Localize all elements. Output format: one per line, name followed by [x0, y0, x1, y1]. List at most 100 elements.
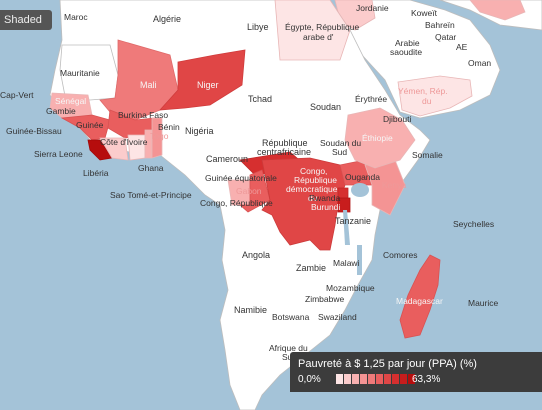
label-botswana: Botswana	[272, 312, 310, 322]
country-ethiopia[interactable]	[344, 107, 416, 169]
label-arabie: Arabie	[395, 38, 420, 48]
label-ouganda: Ouganda	[345, 172, 380, 182]
label-jordanie: Jordanie	[356, 3, 389, 13]
label-gambie: Gambie	[46, 106, 76, 116]
label-burkina: Burkina Faso	[118, 110, 169, 120]
label-erythree: Érythrée	[355, 94, 388, 104]
label-gabon: Gabon	[236, 186, 262, 196]
label-arabie2: saoudite	[390, 47, 423, 57]
label-guineebissau: Guinée-Bissau	[6, 126, 62, 136]
label-bahrein: Bahreïn	[425, 20, 455, 30]
label-tchad: Tchad	[248, 94, 273, 104]
label-somalie: Somalie	[412, 150, 443, 160]
country-benin[interactable]	[151, 117, 163, 159]
legend-swatch-5	[376, 374, 383, 384]
label-djibouti: Djibouti	[383, 114, 412, 124]
label-soudansud2: Sud	[332, 147, 348, 157]
label-maroc: Maroc	[64, 12, 88, 22]
label-rdc3: démocratique	[286, 184, 338, 194]
label-mozambique: Mozambique	[326, 283, 375, 293]
label-saotome: Sao Tomé-et-Principe	[110, 190, 192, 200]
country-cote-divoire[interactable]	[99, 137, 129, 161]
label-afriquesud2: Sud	[282, 352, 297, 362]
label-rca2: centrafricaine	[257, 147, 312, 157]
label-capvert: Cap-Vert	[0, 90, 34, 100]
label-ethiopie: Éthiopie	[362, 133, 393, 143]
legend-swatch-8	[400, 374, 407, 384]
legend-swatch-3	[360, 374, 367, 384]
legend-swatch-2	[352, 374, 359, 384]
legend-swatch-9	[408, 374, 415, 384]
label-ghana: Ghana	[138, 163, 164, 173]
country-madagascar[interactable]	[399, 254, 441, 339]
label-cameroun: Cameroun	[206, 154, 249, 164]
label-yemen2: du	[422, 96, 432, 106]
label-guinee: Guinée	[76, 120, 104, 130]
label-kenya: Kenya	[382, 180, 407, 190]
lake-malawi	[357, 245, 362, 275]
label-zambie: Zambie	[296, 263, 327, 273]
label-niger: Niger	[197, 80, 219, 90]
legend-swatch-4	[368, 374, 375, 384]
label-namibie: Namibie	[234, 305, 268, 315]
legend-swatch-0	[336, 374, 343, 384]
label-maurice: Maurice	[468, 298, 499, 308]
label-mali: Mali	[140, 80, 157, 90]
label-egypte: Égypte, République	[285, 22, 360, 32]
label-rdc4: du	[308, 193, 318, 203]
legend-swatch-7	[392, 374, 399, 384]
label-rdc1: Congo,	[300, 166, 328, 176]
legend-title: Pauvreté à $ 1,25 par jour (PPA) (%)	[298, 358, 477, 370]
label-congorep: Congo, République	[200, 198, 273, 208]
legend-min-label: 0,0%	[298, 374, 321, 385]
country-liberia[interactable]	[87, 139, 113, 161]
legend: Pauvreté à $ 1,25 par jour (PPA) (%) 0,0…	[290, 352, 542, 392]
label-liberia: Libéria	[83, 168, 109, 178]
label-guineeeq: Guinée équatoriale	[205, 173, 277, 183]
label-malawi: Malawi	[333, 258, 360, 268]
label-libye: Libye	[247, 22, 269, 32]
label-seychelles: Seychelles	[453, 219, 495, 229]
label-koweit: Koweït	[411, 8, 437, 18]
label-oman: Oman	[468, 58, 492, 68]
country-egypt[interactable]	[274, 0, 351, 61]
label-mauritanie: Mauritanie	[60, 68, 100, 78]
country-yemen[interactable]	[397, 75, 473, 117]
legend-swatch-1	[344, 374, 351, 384]
label-tanzanie: Tanzanie	[335, 216, 372, 226]
label-senegal: Sénégal	[55, 96, 87, 106]
label-qatar: Qatar	[435, 32, 457, 42]
label-rdc2: République	[294, 175, 338, 185]
country-burundi[interactable]	[337, 197, 351, 213]
label-ae: AE	[456, 42, 468, 52]
label-benin: Bénin	[158, 122, 180, 132]
label-angola: Angola	[242, 250, 271, 260]
legend-max-label: 63,3%	[412, 374, 441, 385]
label-afriquesud1: Afrique du	[269, 343, 308, 353]
label-sierraleone: Sierra Leone	[34, 149, 83, 159]
lake-victoria	[351, 183, 369, 197]
label-soudan: Soudan	[310, 102, 342, 112]
country-iraq[interactable]	[469, 0, 526, 21]
lake-tanganyika	[343, 210, 350, 245]
label-rwanda: Rwanda	[309, 193, 341, 203]
country-niger[interactable]	[159, 49, 246, 111]
label-zimbabwe: Zimbabwe	[305, 294, 345, 304]
label-rca1: République	[262, 138, 308, 148]
country-mauritania[interactable]	[59, 44, 119, 101]
label-cotedivoire: Côte d'Ivoire	[100, 137, 148, 147]
legend-swatch-6	[384, 374, 391, 384]
label-burundi: Burundi	[311, 202, 341, 212]
label-togo: Togo	[150, 131, 169, 141]
label-comores: Comores	[383, 250, 418, 260]
label-nigeria: Nigéria	[185, 126, 214, 136]
label-yemen: Yémen, Rép.	[398, 86, 448, 96]
label-egypte2: arabe d'	[303, 32, 334, 42]
label-madagascar: Madagascar	[396, 296, 443, 306]
shaded-toggle-button[interactable]: Shaded	[0, 10, 52, 30]
country-congo-republic[interactable]	[238, 169, 271, 213]
label-swaziland: Swaziland	[318, 312, 357, 322]
legend-color-scale	[336, 374, 416, 384]
label-soudansud1: Soudan du	[320, 138, 362, 148]
